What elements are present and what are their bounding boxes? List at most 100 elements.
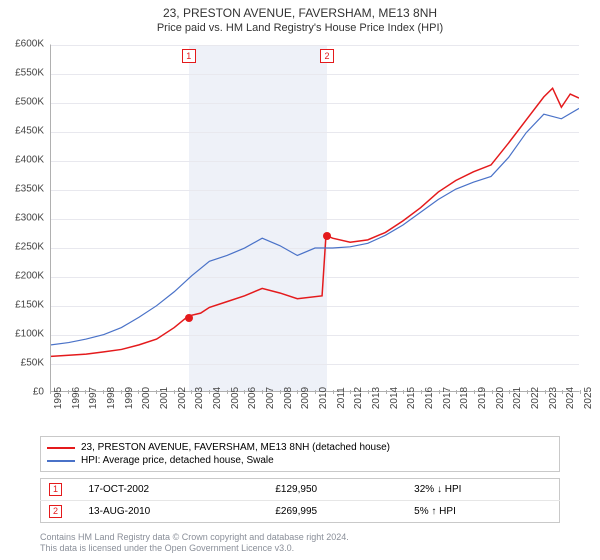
legend-label-hpi: HPI: Average price, detached house, Swal…: [81, 455, 274, 466]
x-tick-label: 2002: [177, 387, 188, 409]
sale-marker-dot: [323, 232, 331, 240]
y-tick-label: £600K: [15, 39, 44, 50]
x-tick-label: 2020: [495, 387, 506, 409]
x-tick: [244, 390, 245, 394]
chart-container: 23, PRESTON AVENUE, FAVERSHAM, ME13 8NH …: [0, 0, 600, 560]
x-tick-label: 2024: [565, 387, 576, 409]
x-tick-label: 1995: [53, 387, 64, 409]
x-tick-label: 2018: [459, 387, 470, 409]
x-tick-label: 2019: [477, 387, 488, 409]
y-tick-label: £550K: [15, 68, 44, 79]
sale-delta: 5% ↑ HPI: [406, 501, 559, 523]
x-tick-label: 2007: [265, 387, 276, 409]
chart-title: 23, PRESTON AVENUE, FAVERSHAM, ME13 8NH: [0, 6, 600, 20]
x-tick: [280, 390, 281, 394]
x-tick: [527, 390, 528, 394]
x-tick: [580, 390, 581, 394]
x-tick-label: 2025: [583, 387, 594, 409]
x-tick-label: 2012: [353, 387, 364, 409]
x-tick: [227, 390, 228, 394]
sale-marker-icon: 2: [49, 505, 62, 518]
series-hpi: [51, 108, 579, 344]
sale-price: £269,995: [267, 501, 406, 523]
footer-line: Contains HM Land Registry data © Crown c…: [40, 532, 349, 543]
series-price-paid: [51, 88, 579, 356]
y-tick-label: £450K: [15, 126, 44, 137]
y-tick-label: £250K: [15, 242, 44, 253]
legend: 23, PRESTON AVENUE, FAVERSHAM, ME13 8NH …: [40, 436, 560, 523]
title-block: 23, PRESTON AVENUE, FAVERSHAM, ME13 8NH …: [0, 0, 600, 36]
x-tick: [262, 390, 263, 394]
x-tick-label: 2009: [300, 387, 311, 409]
x-tick-label: 2016: [424, 387, 435, 409]
x-tick-label: 2015: [406, 387, 417, 409]
y-tick-label: £350K: [15, 184, 44, 195]
sale-marker-flag: 2: [320, 49, 334, 63]
arrow-up-icon: ↑: [431, 506, 436, 517]
x-tick: [191, 390, 192, 394]
x-tick: [368, 390, 369, 394]
x-tick: [121, 390, 122, 394]
line-layer: [51, 45, 579, 391]
x-tick: [50, 390, 51, 394]
y-axis: £0£50K£100K£150K£200K£250K£300K£350K£400…: [0, 44, 48, 392]
plot-area: 12: [50, 44, 580, 392]
x-tick-label: 2013: [371, 387, 382, 409]
x-tick: [209, 390, 210, 394]
sale-date: 17-OCT-2002: [81, 479, 268, 501]
y-tick-label: £500K: [15, 97, 44, 108]
y-tick-label: £400K: [15, 155, 44, 166]
x-tick-label: 2022: [530, 387, 541, 409]
x-tick: [403, 390, 404, 394]
y-tick-label: £0: [33, 387, 44, 398]
x-tick: [333, 390, 334, 394]
x-tick: [138, 390, 139, 394]
x-tick-label: 2017: [442, 387, 453, 409]
x-tick: [439, 390, 440, 394]
x-tick: [156, 390, 157, 394]
x-axis: 1995199619971998199920002001200220032004…: [50, 394, 580, 436]
legend-series-box: 23, PRESTON AVENUE, FAVERSHAM, ME13 8NH …: [40, 436, 560, 472]
legend-row-hpi: HPI: Average price, detached house, Swal…: [47, 454, 553, 467]
x-tick-label: 2023: [548, 387, 559, 409]
x-tick-label: 2021: [512, 387, 523, 409]
x-tick: [315, 390, 316, 394]
y-tick-label: £300K: [15, 213, 44, 224]
x-tick-label: 1999: [124, 387, 135, 409]
x-tick-label: 2001: [159, 387, 170, 409]
footer-attribution: Contains HM Land Registry data © Crown c…: [40, 532, 349, 555]
sale-marker-icon: 1: [49, 483, 62, 496]
x-tick: [456, 390, 457, 394]
x-tick-label: 2014: [389, 387, 400, 409]
table-row: 2 13-AUG-2010 £269,995 5% ↑ HPI: [41, 501, 560, 523]
x-tick: [297, 390, 298, 394]
x-tick-label: 2005: [230, 387, 241, 409]
sale-marker-flag: 1: [182, 49, 196, 63]
sale-delta: 32% ↓ HPI: [406, 479, 559, 501]
y-tick-label: £200K: [15, 271, 44, 282]
x-tick: [68, 390, 69, 394]
x-tick-label: 2004: [212, 387, 223, 409]
x-tick: [474, 390, 475, 394]
x-tick: [174, 390, 175, 394]
x-tick: [492, 390, 493, 394]
legend-label-price-paid: 23, PRESTON AVENUE, FAVERSHAM, ME13 8NH …: [81, 442, 390, 453]
x-tick: [421, 390, 422, 394]
x-tick: [562, 390, 563, 394]
x-tick: [545, 390, 546, 394]
sale-marker-dot: [185, 314, 193, 322]
x-tick: [103, 390, 104, 394]
legend-swatch-hpi: [47, 460, 75, 462]
x-tick-label: 2008: [283, 387, 294, 409]
x-tick: [350, 390, 351, 394]
y-tick-label: £100K: [15, 329, 44, 340]
x-tick-label: 2011: [336, 387, 347, 409]
table-row: 1 17-OCT-2002 £129,950 32% ↓ HPI: [41, 479, 560, 501]
x-tick: [386, 390, 387, 394]
y-tick-label: £150K: [15, 300, 44, 311]
sale-date: 13-AUG-2010: [81, 501, 268, 523]
x-tick-label: 2003: [194, 387, 205, 409]
x-tick: [509, 390, 510, 394]
x-tick-label: 2006: [247, 387, 258, 409]
x-tick: [85, 390, 86, 394]
